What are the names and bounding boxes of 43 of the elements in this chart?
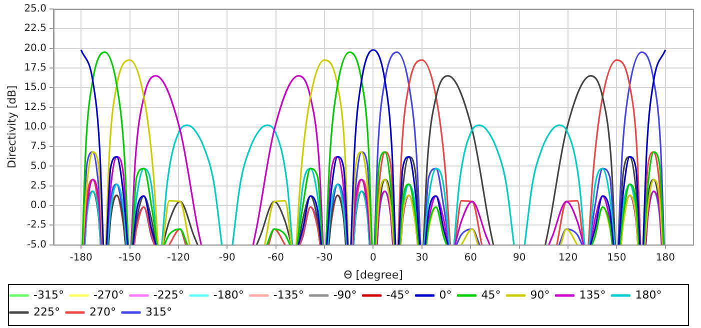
y-tick-label: 0.0 xyxy=(30,200,46,212)
legend-label: 0° xyxy=(439,288,452,302)
x-tick-label: -150 xyxy=(118,252,142,264)
x-tick-label: -30 xyxy=(316,252,333,264)
x-tick-label: -90 xyxy=(218,252,236,264)
x-tick-label: -120 xyxy=(167,252,190,264)
x-tick-label: 0 xyxy=(370,252,376,264)
legend-label: 135° xyxy=(579,288,606,302)
legend-label: -180° xyxy=(213,288,244,302)
y-tick-label: 12.5 xyxy=(24,102,46,113)
y-axis-title: Directivity [dB] xyxy=(5,85,18,168)
x-tick-label: 120 xyxy=(558,252,578,264)
x-tick-label: 180 xyxy=(656,252,675,264)
legend-label: -135° xyxy=(273,288,304,302)
legend-label: -225° xyxy=(153,288,184,302)
y-tick-label: 20.0 xyxy=(24,42,46,54)
y-tick-label: 5.0 xyxy=(30,160,46,172)
legend-label: 90° xyxy=(530,288,550,302)
x-tick-label: -180 xyxy=(70,252,92,264)
legend-label: -315° xyxy=(34,288,64,302)
x-axis-title: Θ [degree] xyxy=(344,268,403,282)
legend-label: 45° xyxy=(481,288,501,302)
y-tick-label: 10.0 xyxy=(24,121,46,132)
y-tick-label: 22.5 xyxy=(24,23,46,34)
y-tick-label: 15.0 xyxy=(24,82,46,94)
y-tick-label: 7.5 xyxy=(30,141,46,152)
y-tick-label: -2.5 xyxy=(26,220,46,231)
legend-label: -270° xyxy=(93,288,124,302)
x-tick-label: 60 xyxy=(464,252,477,264)
legend-label: -45° xyxy=(386,288,410,302)
y-tick-label: 2.5 xyxy=(30,180,46,192)
legend-label: 225° xyxy=(34,305,60,318)
x-tick-label: -60 xyxy=(268,252,284,264)
x-tick-label: 150 xyxy=(607,252,626,264)
legend-label: -90° xyxy=(333,288,357,302)
legend-label: 270° xyxy=(89,305,116,318)
y-tick-label: -5.0 xyxy=(26,239,46,250)
y-tick-label: 25.0 xyxy=(24,4,46,15)
y-tick-label: 17.5 xyxy=(24,62,46,74)
x-tick-label: 30 xyxy=(416,252,428,264)
x-tick-label: 90 xyxy=(512,252,526,264)
legend-label: 315° xyxy=(145,305,172,318)
legend-label: 180° xyxy=(635,288,662,302)
